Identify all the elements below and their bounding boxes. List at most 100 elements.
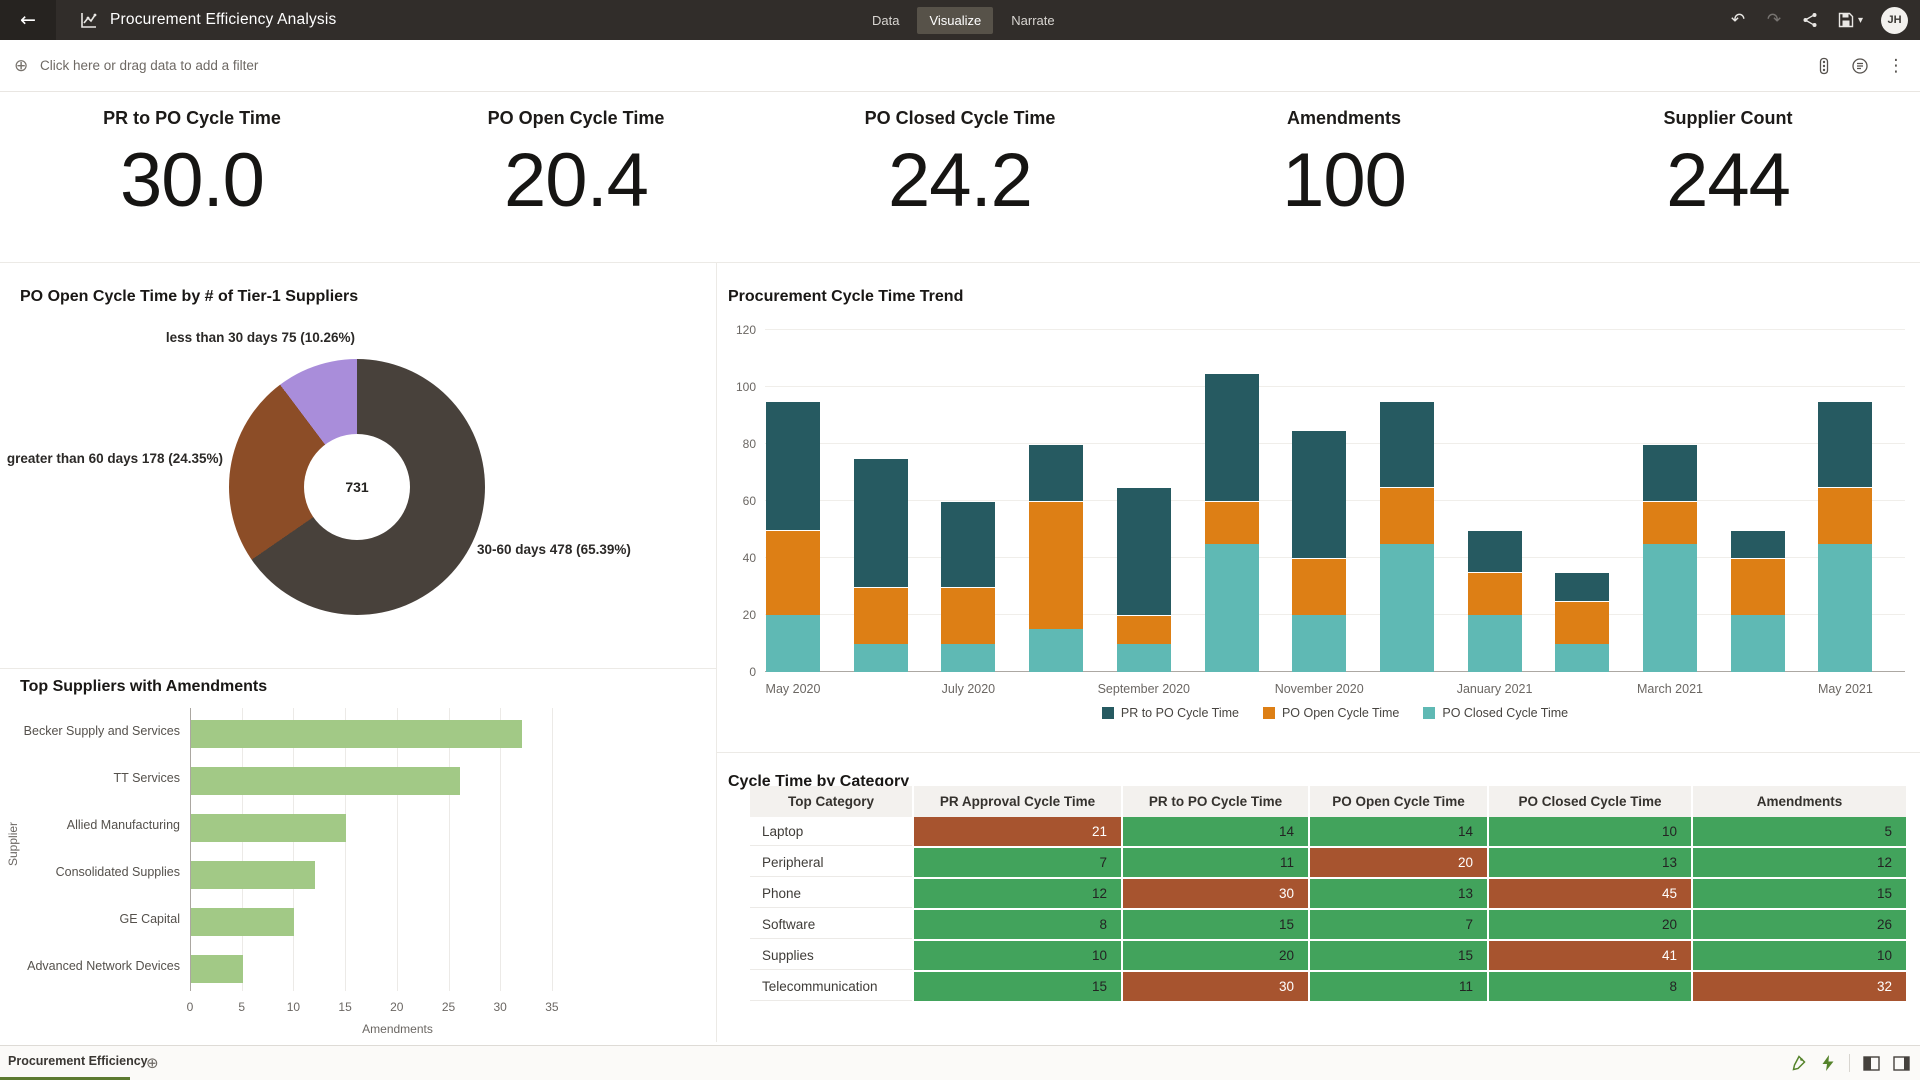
trend-bar-october-2020[interactable] [1204,372,1259,672]
canvas-tab-procurement-efficiency[interactable]: Procurement Efficiency [0,1046,148,1080]
bolt-icon[interactable] [1819,1054,1837,1072]
trend-segment[interactable] [1643,543,1697,672]
trend-bar-september-2020[interactable] [1116,486,1171,672]
trend-segment[interactable] [1643,444,1697,501]
table-value-cell[interactable]: 5 [1693,817,1906,846]
trend-segment[interactable] [766,529,820,615]
trend-segment[interactable] [1029,501,1084,630]
annotation-icon[interactable] [1850,56,1870,76]
table-category-cell[interactable]: Telecommunication [750,972,912,1001]
legend-item-po-open[interactable]: PO Open Cycle Time [1262,706,1399,720]
back-button[interactable]: ← [0,0,56,40]
table-value-cell[interactable]: 21 [914,817,1121,846]
table-header-pr-approval-cycle-time[interactable]: PR Approval Cycle Time [914,786,1121,817]
trend-segment[interactable] [1116,643,1171,672]
table-value-cell[interactable]: 26 [1693,910,1906,939]
table-header-po-open-cycle-time[interactable]: PO Open Cycle Time [1310,786,1487,817]
panel-right-icon[interactable] [1892,1054,1910,1072]
table-value-cell[interactable]: 15 [914,972,1121,1001]
trend-segment[interactable] [853,643,908,672]
undo-icon[interactable]: ↶ [1730,10,1746,30]
supplier-bar-ge-capital[interactable] [191,907,295,936]
table-value-cell[interactable]: 13 [1489,848,1691,877]
table-category-cell[interactable]: Phone [750,879,912,908]
trend-segment[interactable] [1204,372,1259,501]
table-value-cell[interactable]: 10 [1693,941,1906,970]
trend-bar-february-2021[interactable] [1555,572,1610,672]
table-value-cell[interactable]: 10 [914,941,1121,970]
table-header-pr-to-po-cycle-time[interactable]: PR to PO Cycle Time [1123,786,1308,817]
trend-segment[interactable] [1818,486,1873,544]
trend-segment[interactable] [853,458,908,587]
trend-segment[interactable] [941,501,996,587]
trend-bar-august-2020[interactable] [1029,444,1084,672]
trend-segment[interactable] [1818,401,1873,487]
table-value-cell[interactable]: 14 [1123,817,1308,846]
trend-bar-march-2021[interactable] [1643,444,1697,672]
trend-segment[interactable] [766,401,820,530]
table-value-cell[interactable]: 12 [1693,848,1906,877]
save-button[interactable]: ▾ [1837,11,1863,29]
trend-segment[interactable] [1379,543,1434,672]
trend-segment[interactable] [1818,543,1873,672]
table-value-cell[interactable]: 8 [1489,972,1691,1001]
legend-item-pr-to-po[interactable]: PR to PO Cycle Time [1101,706,1239,720]
kpi-po-open[interactable]: PO Open Cycle Time 20.4 [384,92,768,262]
trend-segment[interactable] [1029,629,1084,672]
table-value-cell[interactable]: 14 [1310,817,1487,846]
table-value-cell[interactable]: 15 [1123,910,1308,939]
redo-icon[interactable]: ↷ [1766,10,1782,30]
trend-bar-december-2020[interactable] [1379,401,1434,672]
table-value-cell[interactable]: 11 [1123,848,1308,877]
marker-icon[interactable] [1789,1054,1807,1072]
table-value-cell[interactable]: 32 [1693,972,1906,1001]
table-category-cell[interactable]: Software [750,910,912,939]
trend-segment[interactable] [1730,529,1785,558]
trend-segment[interactable] [1643,501,1697,544]
kpi-amendments[interactable]: Amendments 100 [1152,92,1536,262]
table-value-cell[interactable]: 30 [1123,972,1308,1001]
trend-bar-may-2021[interactable] [1818,401,1873,672]
supplier-bar-becker-supply-and-services[interactable] [191,719,522,748]
table-value-cell[interactable]: 10 [1489,817,1691,846]
trend-bar-july-2020[interactable] [941,501,996,672]
supplier-bar-consolidated-supplies[interactable] [191,860,316,889]
legend-item-po-closed[interactable]: PO Closed Cycle Time [1423,706,1568,720]
trend-segment[interactable] [1029,444,1084,501]
trend-bar-april-2021[interactable] [1730,529,1785,672]
table-value-cell[interactable]: 45 [1489,879,1691,908]
table-value-cell[interactable]: 30 [1123,879,1308,908]
trend-segment[interactable] [941,586,996,644]
trend-segment[interactable] [1379,486,1434,544]
tab-narrate[interactable]: Narrate [1011,12,1055,28]
table-value-cell[interactable]: 41 [1489,941,1691,970]
kebab-menu-icon[interactable]: ⋮ [1887,56,1905,76]
canvas-properties-icon[interactable] [1814,56,1834,76]
table-value-cell[interactable]: 8 [914,910,1121,939]
kpi-pr-to-po[interactable]: PR to PO Cycle Time 30.0 [0,92,384,262]
trend-bar-january-2021[interactable] [1467,529,1522,672]
add-canvas-icon[interactable]: ⊕ [146,1054,159,1072]
trend-segment[interactable] [1292,615,1347,672]
table-value-cell[interactable]: 7 [1310,910,1487,939]
add-filter-icon[interactable]: ⊕ [14,56,29,76]
table-category-cell[interactable]: Laptop [750,817,912,846]
trend-segment[interactable] [1730,558,1785,615]
table-value-cell[interactable]: 20 [1310,848,1487,877]
table-value-cell[interactable]: 13 [1310,879,1487,908]
table-value-cell[interactable]: 20 [1489,910,1691,939]
kpi-po-closed[interactable]: PO Closed Cycle Time 24.2 [768,92,1152,262]
table-value-cell[interactable]: 15 [1693,879,1906,908]
filter-prompt[interactable]: Click here or drag data to add a filter [40,58,259,73]
table-value-cell[interactable]: 15 [1310,941,1487,970]
trend-bar-may-2020[interactable] [766,401,820,672]
trend-segment[interactable] [853,586,908,644]
trend-segment[interactable] [1730,615,1785,672]
trend-segment[interactable] [1292,558,1347,615]
trend-segment[interactable] [1555,572,1610,601]
trend-segment[interactable] [1292,429,1347,558]
panel-left-icon[interactable] [1862,1054,1880,1072]
table-value-cell[interactable]: 12 [914,879,1121,908]
tab-visualize[interactable]: Visualize [917,6,994,34]
user-avatar[interactable]: JH [1881,6,1908,34]
